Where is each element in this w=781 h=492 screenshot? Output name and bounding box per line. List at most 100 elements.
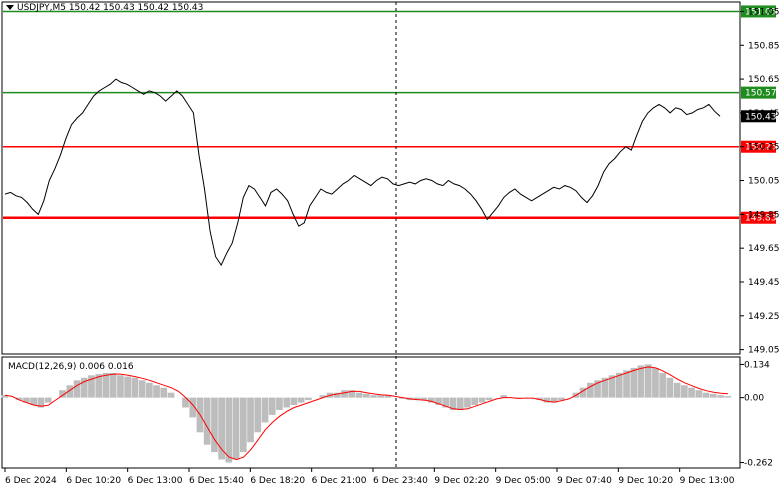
macd-histogram-bar	[579, 387, 587, 398]
macd-histogram-bar	[673, 382, 681, 398]
time-tick-label: 6 Dec 15:40	[189, 476, 244, 486]
macd-histogram-bar	[240, 397, 247, 453]
time-axis: 6 Dec 2024 6 Dec 10:20 6 Dec 13:00 6 Dec 15…	[4, 468, 735, 486]
level-tag-label: 150.57	[745, 89, 777, 99]
macd-histogram-bar	[283, 397, 291, 408]
macd-histogram-bar	[717, 395, 724, 398]
macd-histogram-bar	[218, 397, 225, 460]
macd-histogram-bar	[471, 397, 478, 405]
macd-histogram-bar	[355, 392, 363, 398]
macd-histogram-bar	[334, 392, 341, 398]
macd-histogram-bar	[276, 397, 283, 410]
macd-histogram-bar	[146, 382, 153, 398]
macd-histogram-bar	[420, 397, 428, 401]
price-tick-label: 149.85	[748, 210, 780, 220]
macd-histogram-bar	[109, 372, 117, 398]
macd-histogram-bar	[80, 377, 88, 398]
macd-histogram-bar	[225, 397, 233, 463]
macd-histogram-bar	[189, 397, 197, 418]
time-tick-label: 6 Dec 10:20	[66, 476, 121, 486]
macd-histogram-bar	[362, 393, 370, 398]
macd-histogram-bar	[153, 385, 160, 398]
level-lines[interactable]: 151.05 150.57 150.25 149.83	[3, 5, 777, 224]
macd-histogram-bar	[623, 370, 630, 398]
macd-histogram-bar	[644, 364, 652, 398]
macd-histogram-bar	[442, 397, 450, 408]
macd-signal-line	[4, 366, 729, 461]
level-tag-green	[741, 5, 776, 18]
macd-tick-label: 0.134	[744, 360, 770, 370]
price-tick-label: 149.25	[748, 312, 780, 322]
macd-histogram-bar	[449, 397, 457, 410]
macd-histogram-bar	[167, 392, 175, 398]
macd-tick-label: 0.00	[744, 394, 764, 404]
macd-histogram-bar	[348, 390, 356, 398]
macd-histogram-bar	[182, 397, 189, 408]
dropdown-triangle-icon[interactable]	[6, 5, 14, 10]
macd-histogram-bar	[15, 397, 23, 401]
macd-histogram-bar	[268, 397, 276, 415]
price-tick-label: 150.85	[748, 41, 780, 51]
level-tag-green	[741, 86, 776, 99]
macd-histogram-bar	[30, 397, 37, 405]
price-line	[4, 78, 721, 267]
macd-histogram-bar	[637, 365, 645, 398]
price-tick-label: 149.05	[748, 346, 780, 356]
time-tick-label: 9 Dec 07:40	[557, 476, 612, 486]
macd-tick-label: -0.262	[744, 459, 773, 469]
macd-histogram-bar	[66, 385, 74, 398]
macd-histogram-bar	[435, 397, 442, 405]
macd-histogram-bar	[131, 377, 139, 398]
macd-histogram-bar	[254, 397, 262, 433]
macd-histogram-bar	[297, 397, 305, 403]
price-axis: 151.05150.85150.65150.45150.25150.05149.…	[740, 7, 780, 356]
macd-histogram-bar	[305, 397, 312, 401]
macd-histogram-bar	[695, 390, 703, 398]
macd-histogram-bar	[384, 395, 392, 398]
macd-histogram-bar	[160, 387, 168, 398]
price-tick-label: 150.25	[748, 143, 780, 153]
macd-histogram-bar	[608, 375, 616, 398]
macd-series	[1, 364, 732, 463]
price-series	[4, 78, 721, 267]
macd-histogram-bar	[138, 380, 146, 398]
macd-histogram-bar	[102, 372, 110, 398]
price-tick-label: 150.05	[748, 177, 780, 187]
macd-histogram-bar	[536, 397, 544, 401]
macd-histogram-bar	[659, 372, 666, 398]
level-tag-red	[741, 211, 776, 224]
macd-histogram-bar	[95, 374, 103, 398]
current-price-tag	[741, 110, 776, 123]
macd-histogram-bar	[456, 397, 464, 410]
macd-histogram-bar	[485, 397, 493, 401]
macd-histogram-bar	[587, 382, 594, 398]
macd-histogram-bar	[500, 395, 507, 398]
symbol-header: USDJPY,M5 150.42 150.43 150.42 150.43	[6, 3, 203, 13]
macd-histogram-bar	[688, 387, 695, 398]
macd-histogram-bar	[319, 395, 327, 398]
macd-histogram-bar	[702, 392, 710, 398]
macd-histogram-bar	[709, 393, 717, 398]
level-tag-red	[741, 140, 776, 153]
macd-histogram-bar	[290, 397, 298, 405]
time-tick-label: 9 Dec 05:00	[496, 476, 551, 486]
macd-histogram-bar	[594, 380, 601, 398]
macd-histogram-bar	[370, 395, 377, 398]
macd-histogram-bar	[652, 367, 659, 398]
macd-histogram-bar	[124, 376, 131, 398]
price-panel-frame	[1, 1, 741, 355]
macd-histogram-bar	[1, 395, 9, 398]
level-tag-label: 151.05	[745, 7, 777, 17]
macd-histogram-bar	[117, 375, 124, 398]
price-tick-label: 151.05	[748, 7, 780, 17]
level-tag-label: 150.25	[745, 143, 777, 153]
macd-histogram-bar	[399, 397, 406, 399]
time-tick-label: 9 Dec 13:00	[680, 476, 735, 486]
time-tick-label: 6 Dec 13:00	[128, 476, 183, 486]
macd-histogram-bar	[44, 397, 52, 403]
macd-histogram-bar	[23, 397, 30, 403]
macd-axis: 0.134 0.00 -0.262	[740, 360, 773, 469]
macd-histogram-bar	[601, 377, 609, 398]
